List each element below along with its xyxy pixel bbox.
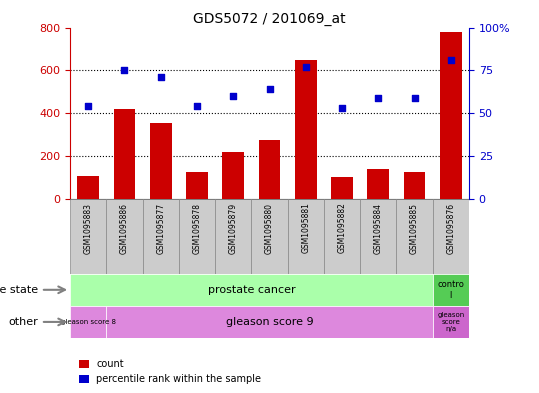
Point <box>84 103 93 109</box>
Text: GSM1095884: GSM1095884 <box>374 202 383 253</box>
Bar <box>186 172 208 199</box>
Bar <box>77 176 99 199</box>
Bar <box>215 199 251 274</box>
Text: disease state: disease state <box>0 285 65 295</box>
Text: GSM1095885: GSM1095885 <box>410 202 419 253</box>
Text: GSM1095880: GSM1095880 <box>265 202 274 253</box>
Text: GSM1095877: GSM1095877 <box>156 202 165 253</box>
Text: gleason score 8: gleason score 8 <box>61 319 116 325</box>
Bar <box>114 109 135 199</box>
Text: gleason score 9: gleason score 9 <box>226 317 313 327</box>
Text: GSM1095876: GSM1095876 <box>446 202 455 253</box>
Bar <box>404 172 425 199</box>
Bar <box>179 199 215 274</box>
Bar <box>150 123 171 199</box>
Bar <box>396 199 433 274</box>
Bar <box>295 60 316 199</box>
Bar <box>106 199 143 274</box>
Text: GSM1095881: GSM1095881 <box>301 202 310 253</box>
Point <box>156 74 165 80</box>
Bar <box>433 199 469 274</box>
Point <box>301 64 310 70</box>
Bar <box>368 169 389 199</box>
Bar <box>288 199 324 274</box>
Text: GSM1095879: GSM1095879 <box>229 202 238 253</box>
Point <box>120 67 129 73</box>
Point <box>192 103 201 109</box>
Bar <box>143 199 179 274</box>
Point <box>410 95 419 101</box>
Point <box>229 93 238 99</box>
Text: GSM1095883: GSM1095883 <box>84 202 93 253</box>
Text: gleason
score
n/a: gleason score n/a <box>437 312 465 332</box>
Bar <box>331 177 353 199</box>
Bar <box>70 199 106 274</box>
Bar <box>223 152 244 199</box>
Bar <box>259 140 280 199</box>
Text: contro
l: contro l <box>437 280 464 299</box>
Point <box>338 105 347 111</box>
Bar <box>433 274 469 306</box>
Bar <box>251 199 288 274</box>
Text: other: other <box>9 317 65 327</box>
Bar <box>440 32 462 199</box>
Point <box>446 57 455 63</box>
Bar <box>433 306 469 338</box>
Text: GSM1095878: GSM1095878 <box>192 202 202 253</box>
Point <box>374 95 383 101</box>
Legend: count, percentile rank within the sample: count, percentile rank within the sample <box>75 356 265 388</box>
Bar <box>70 306 106 338</box>
Text: prostate cancer: prostate cancer <box>208 285 295 295</box>
Point <box>265 86 274 92</box>
Text: GSM1095886: GSM1095886 <box>120 202 129 253</box>
Text: GSM1095882: GSM1095882 <box>337 202 347 253</box>
Bar <box>324 199 360 274</box>
Bar <box>106 306 433 338</box>
Bar <box>360 199 396 274</box>
Title: GDS5072 / 201069_at: GDS5072 / 201069_at <box>193 13 346 26</box>
